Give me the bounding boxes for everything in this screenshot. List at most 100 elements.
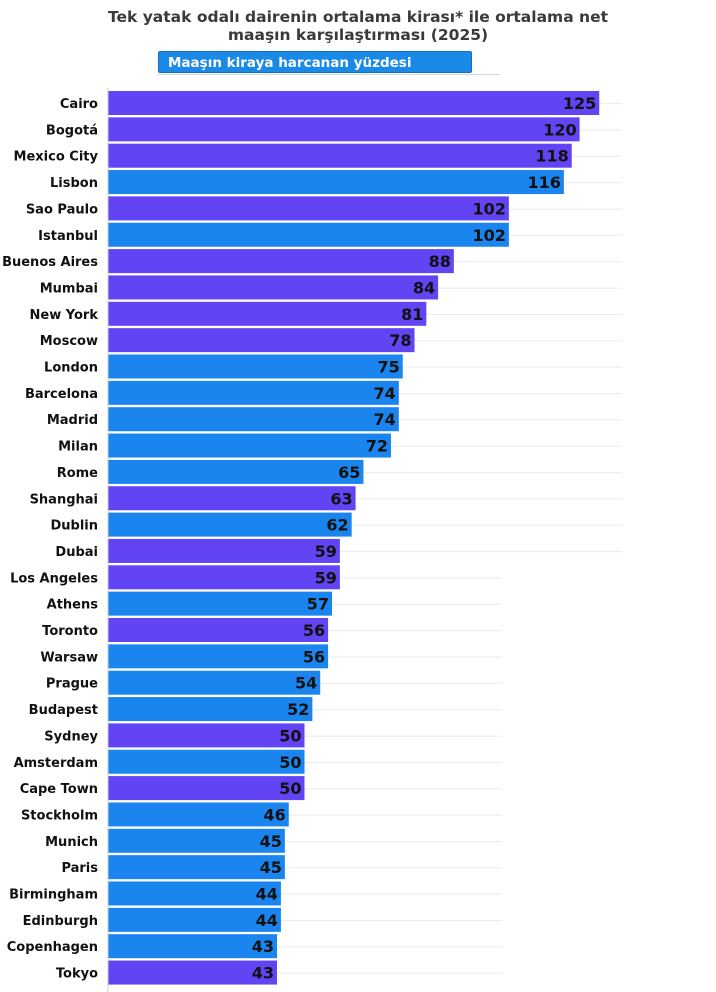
category-label: Shanghai [30, 492, 98, 507]
value-label: 74 [374, 384, 396, 403]
category-label: Munich [45, 835, 98, 850]
category-label: Cape Town [20, 782, 98, 797]
value-label: 72 [366, 437, 388, 456]
category-label: Prague [46, 677, 98, 692]
bar [108, 644, 329, 669]
value-label: 59 [315, 568, 337, 587]
category-label: Bogotá [46, 123, 98, 138]
category-label: Amsterdam [14, 756, 98, 771]
bar [108, 249, 454, 274]
bar [108, 433, 391, 458]
category-label: Athens [47, 598, 99, 613]
category-label: Birmingham [9, 888, 98, 903]
value-label: 78 [389, 331, 411, 350]
category-label: Los Angeles [10, 571, 98, 586]
value-label: 54 [295, 674, 317, 693]
value-label: 65 [338, 463, 360, 482]
category-label: Edinburgh [23, 914, 98, 929]
bar [108, 776, 305, 801]
subtitle-badge: Maaşın kiraya harcanan yüzdesi [158, 51, 472, 73]
category-label: Madrid [47, 413, 98, 428]
bar [108, 565, 340, 590]
value-label: 62 [326, 516, 348, 535]
bar [108, 802, 289, 827]
category-label: Istanbul [38, 229, 98, 244]
category-label: Moscow [40, 334, 98, 349]
category-label: Sao Paulo [26, 202, 98, 217]
bar [108, 618, 329, 642]
bars [108, 91, 600, 985]
chart-title-line-2: maaşın karşılaştırması (2025) [227, 26, 489, 44]
bar [108, 960, 277, 985]
value-label: 102 [472, 199, 505, 218]
value-label: 56 [303, 647, 325, 666]
category-label: Barcelona [25, 387, 98, 402]
bar [108, 407, 399, 432]
value-label: 45 [260, 858, 282, 877]
category-label: Toronto [42, 624, 98, 639]
value-label: 43 [252, 937, 274, 956]
value-label: 118 [535, 147, 568, 166]
bar [108, 222, 509, 247]
bar [108, 828, 285, 853]
chart-title-line-1: Tek yatak odalı dairenin ortalama kirası… [107, 8, 609, 26]
value-label: 59 [315, 542, 337, 561]
bar [108, 301, 427, 326]
badge-underline [158, 74, 500, 75]
value-label: 88 [429, 252, 451, 271]
category-label: Cairo [60, 97, 98, 112]
category-label: Copenhagen [7, 940, 98, 955]
bar [108, 723, 305, 748]
category-label: Stockholm [21, 808, 98, 823]
category-label: Mexico City [14, 150, 99, 165]
value-labels: 125 120 118 116 102 102 88 84 81 78 75 74 74 72 65 63 62… [252, 94, 597, 983]
category-labels: Cairo Bogotá Mexico City Lisbon Sao Paulo Ist… [2, 97, 98, 982]
bar [108, 459, 364, 484]
value-label: 45 [260, 832, 282, 851]
bar [108, 486, 356, 511]
category-label: London [44, 361, 98, 376]
value-label: 125 [563, 94, 596, 113]
category-label: Buenos Aires [2, 255, 98, 270]
bar [108, 591, 333, 616]
value-label: 120 [543, 120, 576, 139]
bar [108, 275, 439, 300]
category-label: Tokyo [56, 967, 98, 982]
value-label: 44 [256, 911, 278, 930]
bar [108, 117, 580, 142]
category-label: Milan [58, 440, 98, 455]
category-label: Dublin [50, 519, 98, 534]
bar [108, 512, 352, 537]
bar [108, 354, 403, 379]
value-label: 44 [256, 885, 278, 904]
value-label: 81 [401, 305, 423, 324]
value-label: 43 [252, 964, 274, 983]
category-label: Mumbai [40, 281, 98, 296]
bar [108, 380, 399, 405]
value-label: 50 [279, 726, 301, 745]
value-label: 50 [279, 753, 301, 772]
value-label: 52 [287, 700, 309, 719]
bar [108, 170, 564, 195]
value-label: 57 [307, 595, 329, 614]
value-label: 74 [374, 410, 396, 429]
bar [108, 328, 415, 353]
value-label: 63 [330, 489, 352, 508]
value-label: 56 [303, 621, 325, 640]
category-label: Warsaw [40, 650, 98, 665]
value-label: 84 [413, 278, 435, 297]
value-label: 50 [279, 779, 301, 798]
bar [108, 670, 321, 695]
bar [108, 749, 305, 774]
category-label: Lisbon [50, 176, 98, 191]
bar [108, 143, 572, 168]
value-label: 116 [527, 173, 560, 192]
category-label: Budapest [29, 703, 98, 718]
bar [108, 907, 281, 932]
value-label: 75 [377, 358, 399, 377]
bar [108, 697, 313, 722]
category-label: Sydney [44, 729, 98, 744]
category-label: Paris [61, 861, 98, 876]
value-label: 46 [264, 805, 286, 824]
